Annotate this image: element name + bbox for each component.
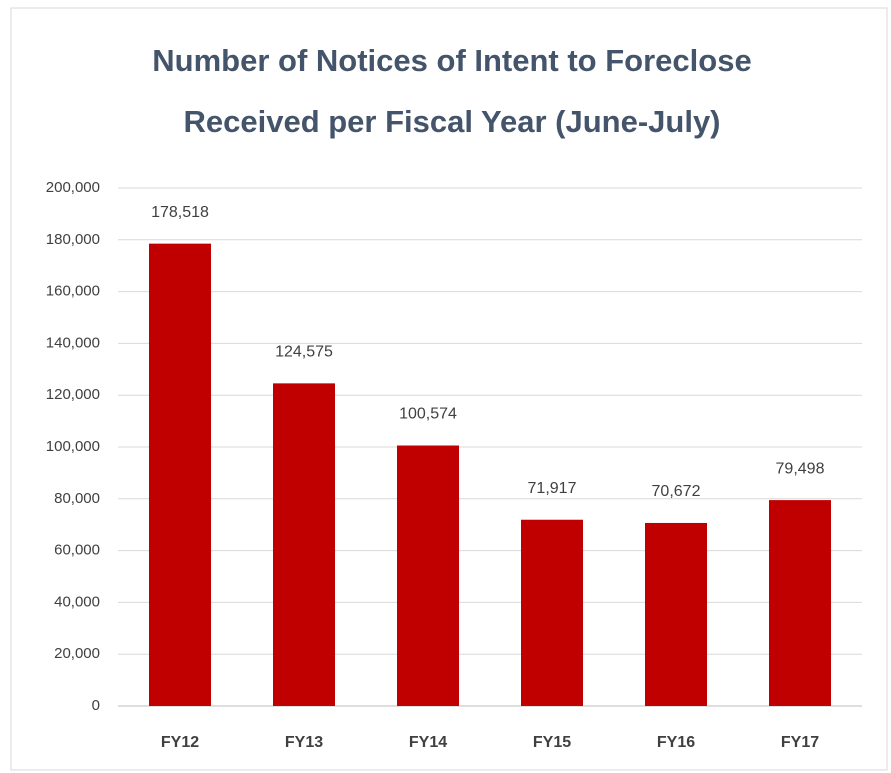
y-tick-label: 180,000: [46, 231, 100, 248]
y-tick-label: 0: [92, 697, 100, 714]
data-label: 100,574: [399, 406, 457, 423]
y-tick-label: 140,000: [46, 334, 100, 351]
y-tick-label: 20,000: [54, 645, 100, 662]
y-tick-label: 60,000: [54, 542, 100, 559]
chart-title: Received per Fiscal Year (June-July): [183, 104, 720, 139]
bar: [645, 522, 707, 706]
x-tick-label: FY14: [409, 734, 447, 751]
data-label: 71,917: [528, 480, 577, 497]
bar: [273, 383, 335, 706]
data-label: 178,518: [151, 204, 209, 221]
x-tick-label: FY17: [781, 734, 819, 751]
y-tick-label: 160,000: [46, 283, 100, 300]
chart-title: Number of Notices of Intent to Foreclose: [152, 43, 751, 78]
bar: [521, 519, 583, 706]
y-tick-label: 40,000: [54, 593, 100, 610]
y-tick-label: 80,000: [54, 490, 100, 507]
data-label: 79,498: [776, 460, 825, 477]
data-label: 70,672: [652, 483, 701, 500]
bar: [769, 500, 831, 706]
data-label: 124,575: [275, 344, 333, 361]
x-tick-label: FY16: [657, 734, 695, 751]
y-tick-label: 200,000: [46, 179, 100, 196]
x-tick-label: FY12: [161, 734, 199, 751]
x-tick-label: FY15: [533, 734, 571, 751]
x-tick-label: FY13: [285, 734, 323, 751]
bar: [149, 243, 211, 707]
bar: [397, 445, 459, 706]
y-tick-label: 100,000: [46, 438, 100, 455]
y-tick-label: 120,000: [46, 386, 100, 403]
